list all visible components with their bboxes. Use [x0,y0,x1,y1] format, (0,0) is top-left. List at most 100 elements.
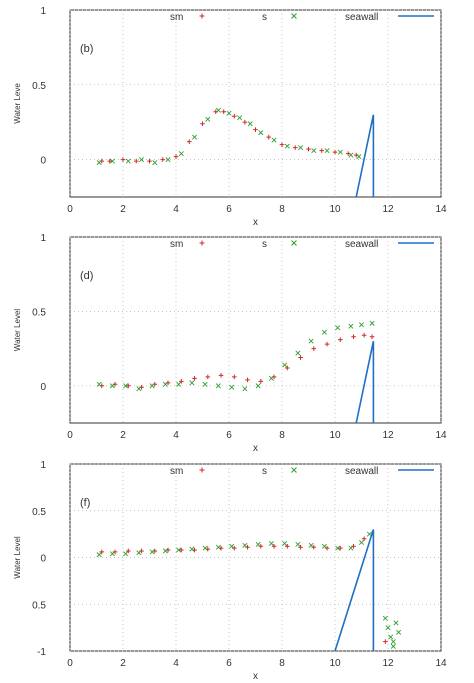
data-point-sm [319,148,325,153]
data-point-s [123,383,129,389]
data-point-sm [361,332,367,338]
data-point-sm [112,549,118,555]
data-point-s [242,542,248,548]
data-point-sm [200,121,205,126]
data-point-s [109,551,115,557]
legend-label: seawall [345,12,378,23]
data-point-s [96,381,102,387]
data-point-s [215,107,221,113]
data-point-s [348,545,354,551]
data-point-s [149,549,155,555]
data-point-sm [147,158,152,164]
data-point-s [178,151,184,157]
data-point-s [308,542,314,548]
x-tick-label: 0 [67,204,73,215]
x-axis-label: x [253,217,258,228]
data-point-sm [258,379,264,384]
legend-label: sm [170,466,183,477]
data-point-sm [271,543,277,549]
x-tick-label: 6 [226,204,232,215]
x-tick-label: 2 [120,430,126,441]
data-point-s [205,116,211,122]
y-tick-label: 0 [40,554,46,565]
x-axis-label: x [253,671,258,682]
seawall-line [355,341,375,424]
data-point-s [176,547,182,553]
data-point-s [268,375,274,381]
data-point-sm [285,543,290,549]
legend-label: seawall [345,466,378,477]
y-tick-label: 0.5 [32,81,46,92]
x-tick-label: 14 [435,204,447,215]
x-tick-label: 2 [120,204,126,215]
x-tick-label: 6 [226,658,232,669]
data-point-sm [245,544,250,550]
data-point-sm [298,544,303,550]
seawall-line [334,529,375,652]
data-point-s [258,130,264,136]
data-point-s [152,160,158,166]
data-point-sm [99,549,105,555]
data-point-s [215,383,221,389]
data-point-sm [258,543,264,549]
data-point-s [324,148,330,154]
data-point-s [295,350,301,356]
data-point-sm [292,145,298,150]
data-point-s [311,148,317,154]
x-tick-label: 4 [173,204,179,215]
data-point-sm [218,373,224,378]
x-tick-label: 4 [173,430,179,441]
data-point-s [284,143,290,149]
data-point-sm [285,365,290,371]
data-point-s [308,338,314,344]
data-point-sm [186,139,192,144]
x-tick-label: 10 [329,204,341,215]
data-point-sm [351,543,356,549]
data-point-sm [242,119,248,125]
data-point-sm [245,377,250,383]
legend-swatch-sm [199,467,205,473]
y-tick-label: 0 [40,382,46,393]
x-tick-label: 12 [382,204,394,215]
x-tick-label: 2 [120,658,126,669]
data-point-s [202,545,208,551]
x-tick-label: 8 [279,430,285,441]
data-point-sm [232,374,237,380]
data-point-sm [232,545,237,551]
data-point-sm [126,548,131,554]
x-tick-label: 4 [173,658,179,669]
data-point-s [282,362,288,368]
data-point-sm [139,548,144,554]
data-point-sm [298,355,303,360]
data-point-s [149,383,155,389]
panel-label: (f) [80,497,90,509]
y-axis-label: Water Leve [13,83,22,124]
x-tick-label: 12 [382,430,394,441]
plot-frame [69,9,442,198]
data-point-s [229,543,235,549]
data-point-s [356,154,362,160]
data-point-sm [192,376,197,381]
data-point-s [321,543,327,549]
legend-label: s [262,239,267,250]
data-point-s [298,145,304,151]
legend-label: s [262,466,267,477]
data-point-sm [126,383,131,389]
data-point-s [189,380,195,386]
data-point-s [295,541,301,547]
legend-label: sm [170,12,183,23]
data-point-sm [173,154,179,159]
seawall-line [355,114,375,198]
data-point-sm [324,545,330,551]
data-point-s [255,541,261,547]
data-point-s [358,540,365,546]
x-tick-label: 0 [67,430,73,441]
data-point-s [165,157,171,163]
data-point-s [390,639,396,645]
data-point-s [255,383,261,389]
x-tick-label: 14 [435,658,447,669]
data-point-s [136,386,142,392]
x-tick-label: 10 [329,430,341,441]
data-point-s [393,620,399,626]
data-point-s [109,383,115,389]
